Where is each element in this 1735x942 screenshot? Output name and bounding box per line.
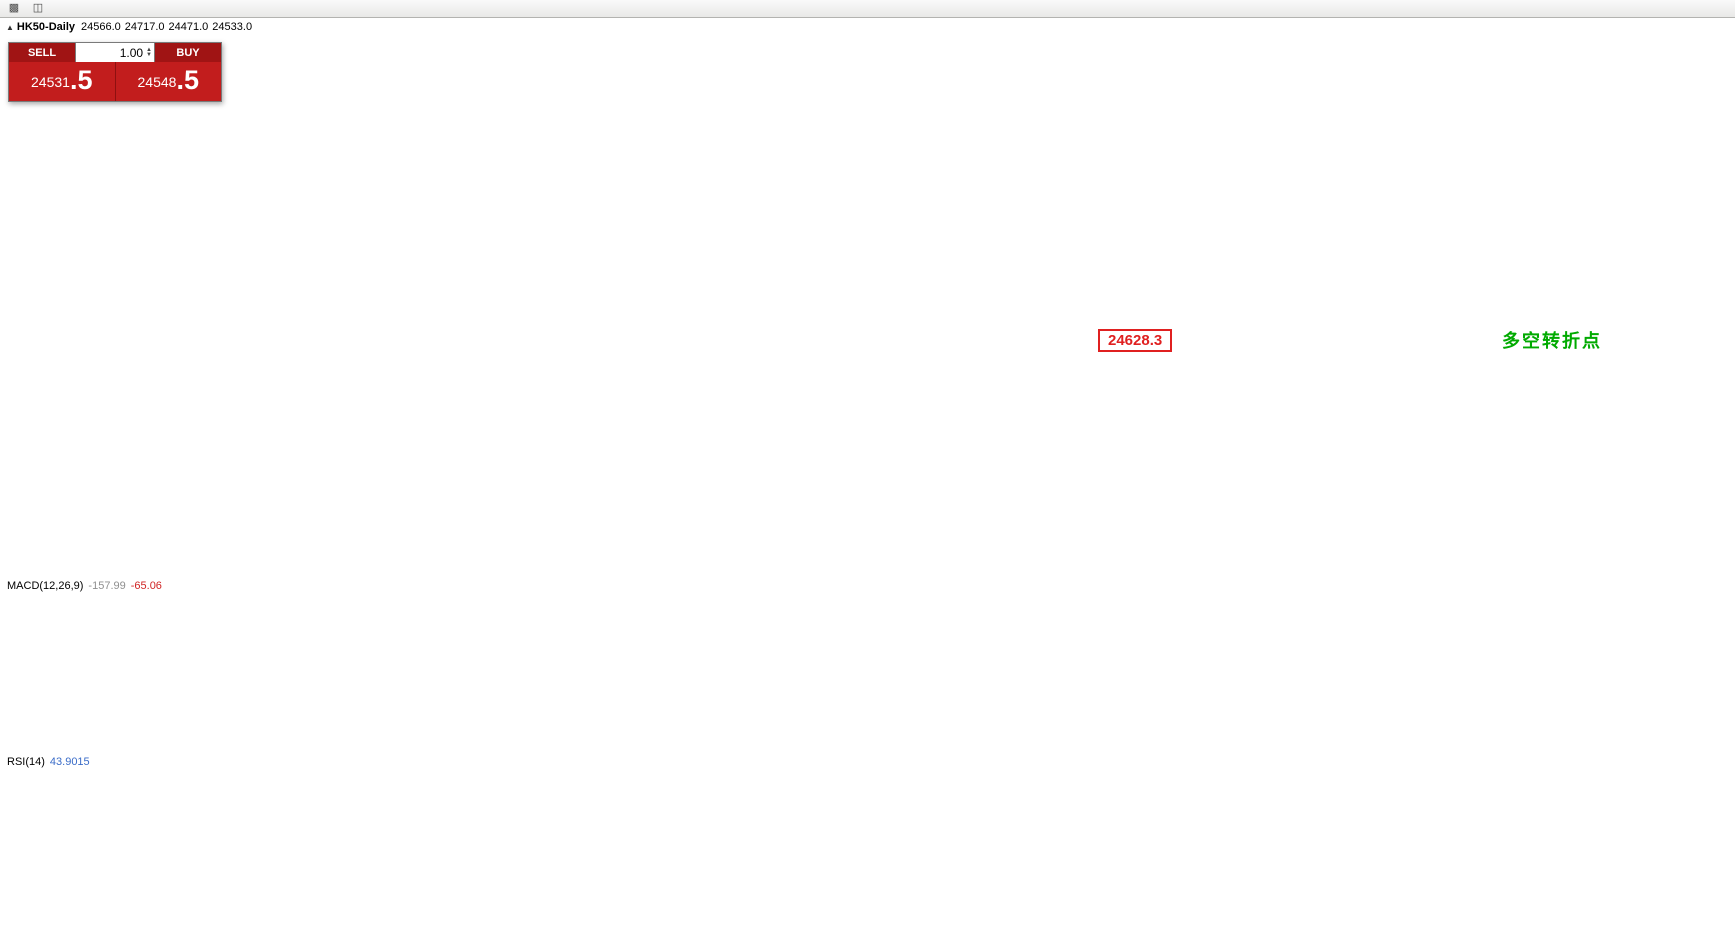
buy-price-button[interactable]: 24548.5	[114, 62, 222, 101]
chart-symbol-title: HK50-Daily	[16, 21, 75, 33]
symbol-marker-icon: ▲	[6, 23, 14, 32]
one-click-trade-panel: SELL 1.00 ▲ ▼ BUY 24531.5 24548.5	[8, 42, 222, 102]
volume-up-button[interactable]: ▲	[146, 46, 152, 53]
macd-value-main: -157.99	[88, 580, 126, 592]
main-toolbar: ▩ ◫	[0, 0, 1735, 18]
buy-price-main: 24548	[137, 74, 177, 90]
toolbar-group: ▩ ◫	[2, 0, 50, 17]
chart-header: ▲ HK50-Daily 24566.0 24717.0 24471.0 24533.0	[6, 21, 256, 33]
macd-pane-label: MACD(12,26,9) -157.99 -65.06	[7, 580, 162, 592]
sell-price-main: 24531	[31, 74, 70, 90]
volume-input[interactable]: 1.00 ▲ ▼	[75, 43, 155, 62]
sell-price-pips: .5	[69, 65, 93, 95]
rsi-value: 43.9015	[49, 756, 90, 768]
profiles-icon[interactable]: ◫	[26, 0, 50, 17]
macd-label: MACD(12,26,9)	[7, 580, 84, 592]
new-chart-icon[interactable]: ▩	[2, 0, 26, 17]
ohlc-high: 24717.0	[124, 21, 165, 33]
buy-button[interactable]: BUY	[155, 43, 221, 62]
turning-point-label[interactable]: 多空转折点	[1502, 331, 1602, 351]
ohlc-low: 24471.0	[168, 21, 209, 33]
buy-price-pips: .5	[176, 65, 199, 95]
sell-price-button[interactable]: 24531.5	[9, 62, 115, 101]
ohlc-close: 24533.0	[212, 21, 253, 33]
ohlc-open: 24566.0	[81, 21, 121, 33]
rsi-label: RSI(14)	[7, 756, 45, 768]
level-callout-box[interactable]: 24628.3	[1098, 329, 1173, 352]
volume-value: 1.00	[119, 45, 144, 60]
sell-button[interactable]: SELL	[9, 43, 75, 62]
profiles-icon: ◫	[32, 2, 44, 14]
macd-value-signal: -65.06	[130, 580, 162, 592]
volume-down-button[interactable]: ▼	[146, 51, 152, 58]
rsi-pane-label: RSI(14) 43.9015	[7, 756, 90, 768]
new-chart-icon: ▩	[8, 2, 20, 14]
